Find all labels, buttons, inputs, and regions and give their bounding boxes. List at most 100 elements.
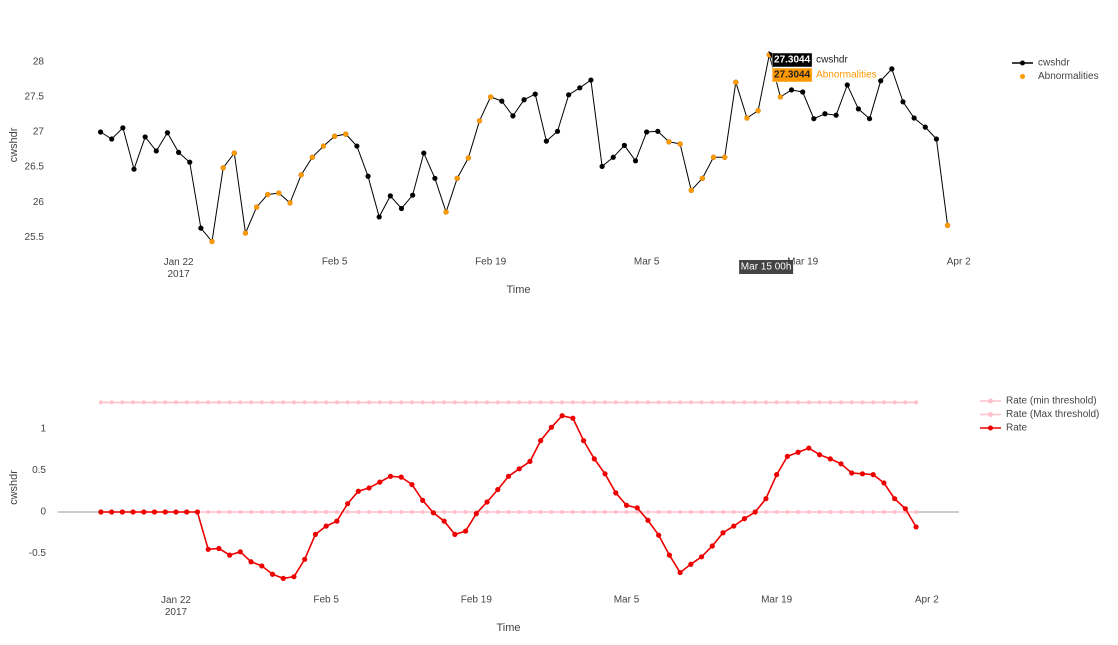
data-point: [678, 400, 683, 405]
data-point: [98, 400, 103, 405]
data-point: [334, 509, 339, 514]
data-point: [354, 143, 360, 149]
data-point: [806, 445, 812, 451]
data-point: [452, 509, 457, 514]
data-point: [162, 509, 168, 515]
data-point: [506, 400, 511, 405]
data-point: [731, 509, 736, 514]
data-point: [527, 458, 533, 464]
hover-name: Abnormalities: [816, 70, 877, 81]
data-point: [666, 552, 672, 558]
data-point: [592, 509, 597, 514]
data-point: [796, 400, 801, 405]
data-point: [206, 400, 211, 405]
data-point: [588, 77, 594, 83]
data-point: [881, 480, 887, 486]
data-point: [744, 115, 750, 121]
data-point: [871, 509, 876, 514]
data-point: [900, 99, 906, 105]
x-tick-label: Apr 2: [947, 257, 971, 268]
data-point: [516, 466, 522, 472]
data-point: [878, 78, 884, 84]
data-point: [163, 400, 168, 405]
data-point: [399, 400, 404, 405]
legend-label: Abnormalities: [1038, 71, 1099, 82]
data-point: [635, 400, 640, 405]
data-point: [377, 509, 382, 514]
data-point: [173, 509, 179, 515]
data-point: [506, 509, 511, 514]
data-point: [624, 400, 629, 405]
data-point: [356, 509, 361, 514]
data-point: [334, 518, 340, 524]
data-point: [216, 545, 222, 552]
data-point: [442, 400, 447, 405]
data-point: [698, 554, 705, 560]
data-point: [634, 505, 640, 511]
data-point: [733, 79, 739, 85]
data-point: [577, 85, 583, 91]
data-point: [710, 154, 717, 160]
x-tick-label: Jan 22 2017: [164, 257, 194, 280]
data-point: [184, 400, 189, 405]
data-point: [554, 128, 561, 134]
hover-box: [771, 67, 813, 83]
data-point: [206, 509, 211, 514]
data-point: [753, 400, 758, 405]
data-point: [645, 517, 651, 523]
data-point: [538, 438, 544, 444]
data-point: [560, 509, 565, 514]
data-point: [184, 509, 190, 515]
data-point: [119, 509, 125, 515]
data-point: [488, 94, 494, 100]
data-point: [109, 400, 114, 405]
data-point: [795, 449, 801, 455]
data-point: [309, 154, 315, 160]
data-point: [855, 106, 862, 112]
data-point: [198, 225, 204, 231]
data-point: [742, 509, 747, 514]
data-point: [298, 172, 304, 178]
data-point: [367, 400, 372, 405]
data-point: [376, 214, 382, 220]
data-point: [944, 222, 951, 228]
data-point: [828, 400, 833, 405]
data-point: [603, 400, 608, 405]
data-point: [532, 91, 538, 97]
data-point: [911, 115, 917, 121]
data-point: [763, 400, 768, 405]
y-tick-label: 0.5: [32, 465, 46, 476]
data-point: [454, 175, 460, 181]
data-point: [345, 509, 350, 514]
data-point: [355, 488, 361, 494]
data-point: [870, 472, 876, 478]
data-point: [312, 531, 319, 537]
data-point: [833, 112, 839, 118]
x-tick-label: Feb 19: [475, 257, 507, 268]
data-point: [302, 400, 307, 405]
data-point: [645, 509, 650, 514]
data-point: [796, 509, 801, 514]
data-point: [302, 509, 307, 514]
data-point: [517, 509, 522, 514]
data-point: [421, 150, 427, 156]
data-point: [205, 546, 211, 552]
data-point: [388, 509, 393, 514]
data-point: [580, 438, 587, 444]
data-point: [510, 113, 516, 119]
data-point: [755, 108, 761, 114]
data-point: [254, 204, 260, 210]
data-point: [216, 400, 221, 405]
data-point: [227, 509, 232, 514]
data-point: [688, 187, 694, 193]
data-point: [721, 400, 726, 405]
data-point: [914, 400, 919, 405]
data-point: [603, 509, 608, 514]
hover-value: 27.3044: [774, 70, 811, 81]
data-point: [280, 575, 286, 581]
data-point: [922, 124, 928, 130]
data-point: [741, 516, 748, 522]
data-point: [420, 400, 425, 405]
data-point: [710, 400, 715, 405]
y-tick-label: 27.5: [25, 92, 45, 103]
